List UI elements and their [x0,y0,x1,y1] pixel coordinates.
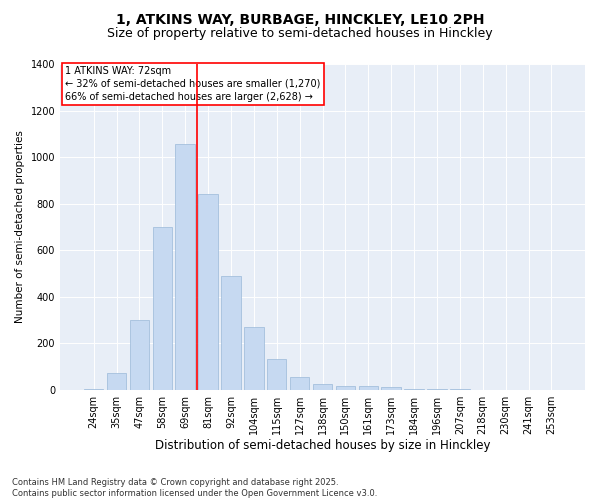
Bar [130,320,149,390]
Y-axis label: Number of semi-detached properties: Number of semi-detached properties [15,130,25,324]
Bar [313,384,332,390]
Bar [199,194,218,390]
Text: 1 ATKINS WAY: 72sqm
← 32% of semi-detached houses are smaller (1,270)
66% of sem: 1 ATKINS WAY: 72sqm ← 32% of semi-detach… [65,66,320,102]
Bar [290,377,310,390]
Text: Contains HM Land Registry data © Crown copyright and database right 2025.
Contai: Contains HM Land Registry data © Crown c… [12,478,377,498]
Bar [359,386,378,390]
Bar [382,388,401,390]
Bar [267,360,286,390]
X-axis label: Distribution of semi-detached houses by size in Hinckley: Distribution of semi-detached houses by … [155,440,490,452]
Bar [335,386,355,390]
Bar [84,388,103,390]
Text: Size of property relative to semi-detached houses in Hinckley: Size of property relative to semi-detach… [107,28,493,40]
Bar [404,388,424,390]
Bar [221,276,241,390]
Text: 1, ATKINS WAY, BURBAGE, HINCKLEY, LE10 2PH: 1, ATKINS WAY, BURBAGE, HINCKLEY, LE10 2… [116,12,484,26]
Bar [107,374,126,390]
Bar [244,327,263,390]
Bar [152,227,172,390]
Bar [175,144,195,390]
